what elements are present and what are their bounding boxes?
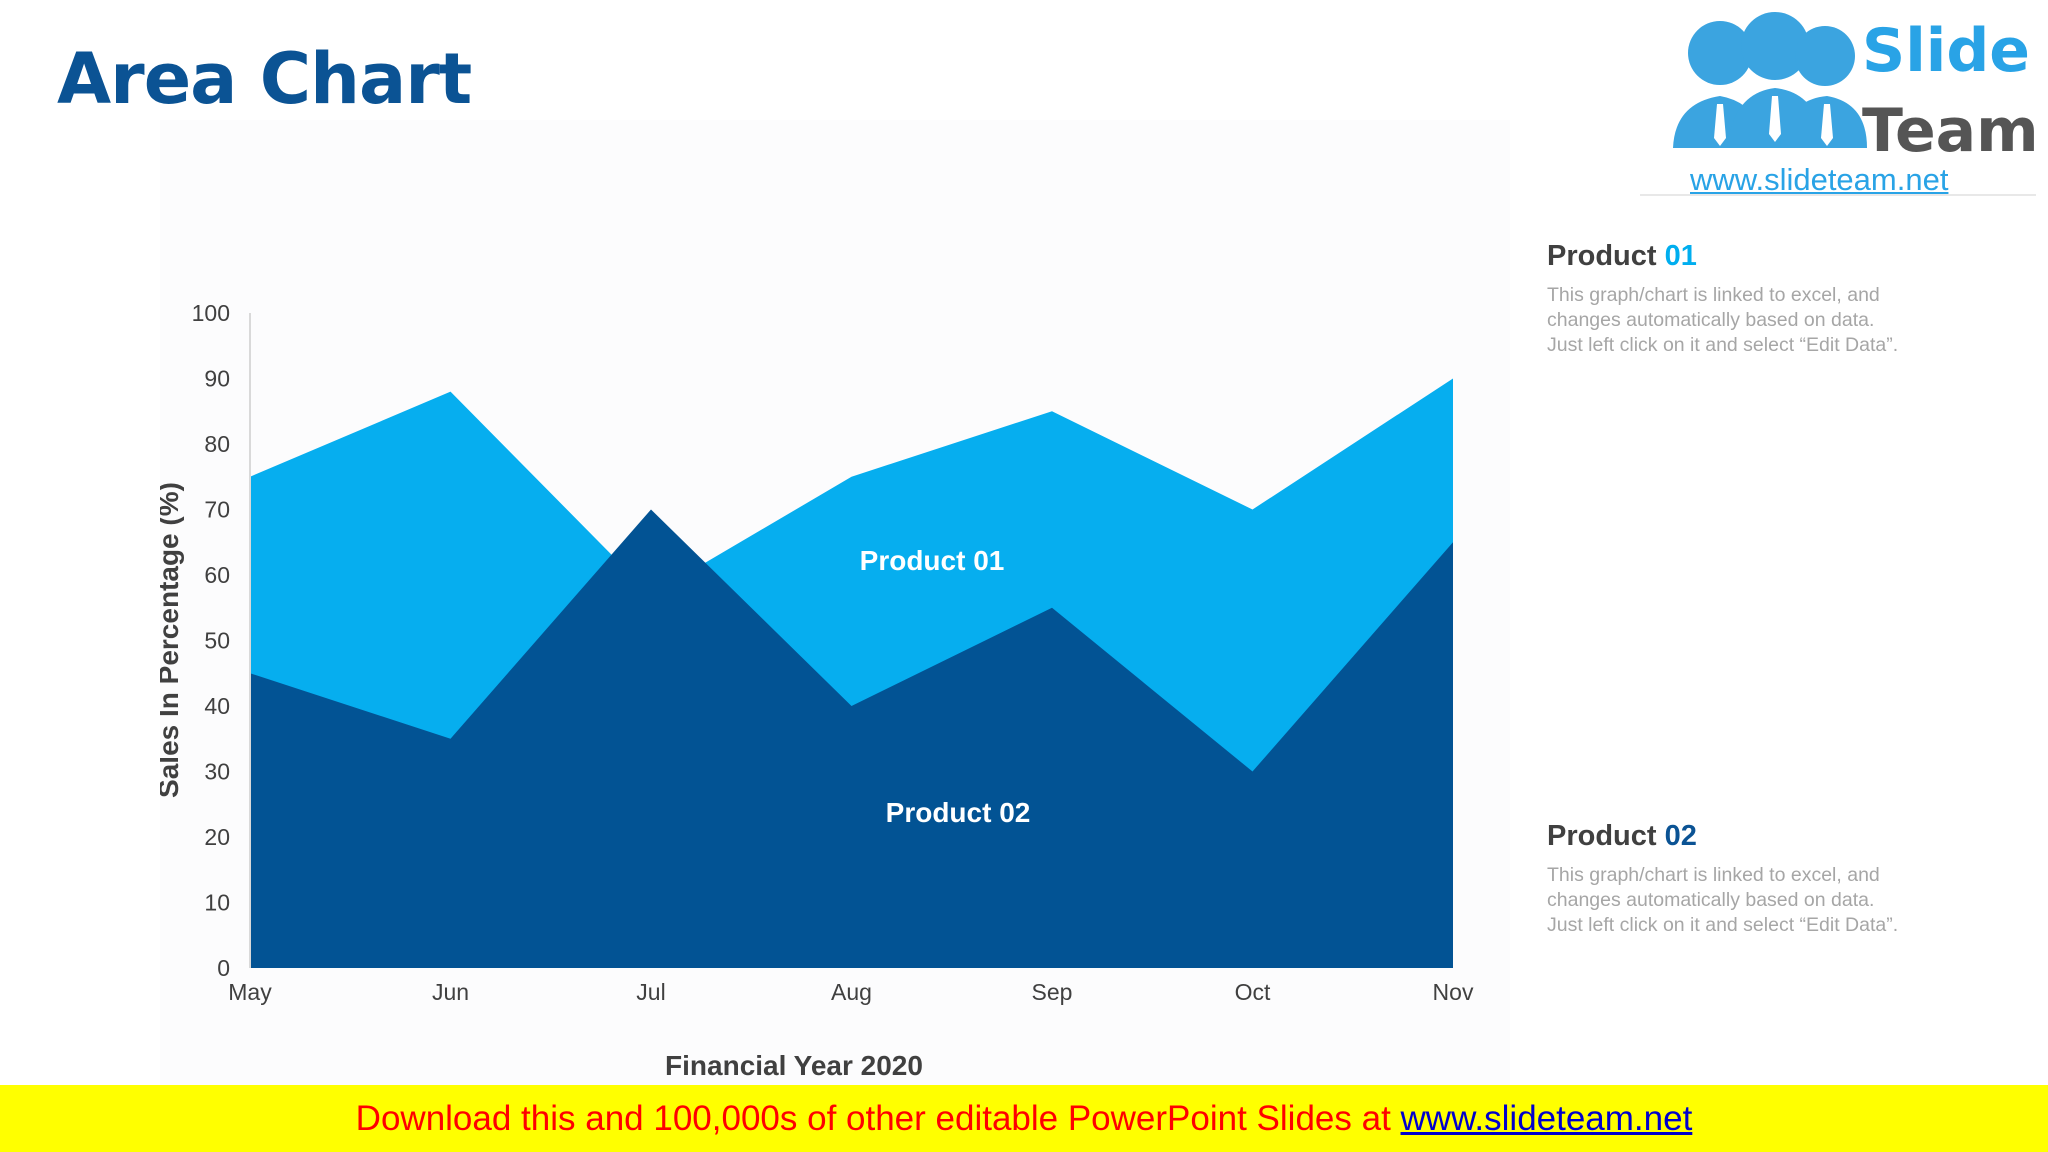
- y-tick-label: 10: [204, 890, 230, 916]
- x-tick-label: Jul: [636, 979, 665, 1005]
- logo-url-link[interactable]: www.slideteam.net: [1690, 162, 1949, 197]
- legend-desc-line: This graph/chart is linked to excel, and: [1547, 284, 1880, 306]
- legend-product-01: Product 01 This graph/chart is linked to…: [1547, 240, 1967, 358]
- legend-description: This graph/chart is linked to excel, and…: [1547, 863, 1967, 938]
- logo-word-slide: Slide: [1862, 16, 2030, 86]
- y-axis-title: Sales In Percentage (%): [160, 482, 184, 798]
- chart-panel: 0 10 20 30 40 50 60 70 80 90 100 May Jun Jul Aug Sep Oc…: [160, 120, 1510, 1085]
- legend-name: Product: [1547, 240, 1657, 272]
- legend-desc-line: This graph/chart is linked to excel, and: [1547, 864, 1880, 886]
- legend-desc-line: Just left click on it and select “Edit D…: [1547, 334, 1899, 356]
- y-tick-label: 60: [204, 562, 230, 588]
- area-label-product-01: Product 01: [860, 545, 1005, 576]
- legend-title-product-01: Product 01: [1547, 240, 1967, 273]
- legend-description: This graph/chart is linked to excel, and…: [1547, 283, 1967, 358]
- legend-product-02: Product 02 This graph/chart is linked to…: [1547, 820, 1967, 938]
- legend-title-product-02: Product 02: [1547, 820, 1967, 853]
- y-tick-label: 20: [204, 824, 230, 850]
- legend-number: 01: [1664, 240, 1697, 272]
- legend-name: Product: [1547, 820, 1657, 852]
- legend-desc-line: Just left click on it and select “Edit D…: [1547, 914, 1899, 936]
- legend-number: 02: [1664, 820, 1697, 852]
- x-tick-label: Oct: [1235, 979, 1271, 1005]
- x-tick-label: Jun: [432, 979, 469, 1005]
- area-chart: 0 10 20 30 40 50 60 70 80 90 100 May Jun Jul Aug Sep Oc…: [160, 300, 1474, 1081]
- y-tick-label: 0: [217, 955, 230, 981]
- legend-desc-line: changes automatically based on data.: [1547, 309, 1875, 331]
- download-banner: Download this and 100,000s of other edit…: [0, 1085, 2048, 1152]
- y-tick-label: 70: [204, 497, 230, 523]
- banner-link[interactable]: www.slideteam.net: [1400, 1099, 1693, 1138]
- x-tick-label: Aug: [831, 979, 872, 1005]
- logo-word-team: Team: [1862, 96, 2039, 166]
- area-series-2: [250, 509, 1453, 968]
- y-tick-label: 100: [192, 300, 230, 326]
- slideteam-logo: Slide Team www.slideteam.net: [1640, 0, 2039, 198]
- x-tick-label: May: [228, 979, 272, 1005]
- y-tick-label: 90: [204, 366, 230, 392]
- banner-text: Download this and 100,000s of other edit…: [355, 1099, 1401, 1138]
- y-tick-label: 50: [204, 628, 230, 654]
- logo-divider: [1640, 194, 2036, 196]
- y-tick-label: 40: [204, 693, 230, 719]
- x-tick-label: Nov: [1433, 979, 1474, 1005]
- people-icon: [1673, 12, 1867, 148]
- legend-desc-line: changes automatically based on data.: [1547, 889, 1875, 911]
- x-tick-label: Sep: [1032, 979, 1073, 1005]
- page-title: Area Chart: [57, 38, 472, 120]
- y-tick-label: 30: [204, 759, 230, 785]
- x-axis-title: Financial Year 2020: [665, 1050, 923, 1081]
- area-label-product-02: Product 02: [886, 797, 1031, 828]
- y-tick-label: 80: [204, 431, 230, 457]
